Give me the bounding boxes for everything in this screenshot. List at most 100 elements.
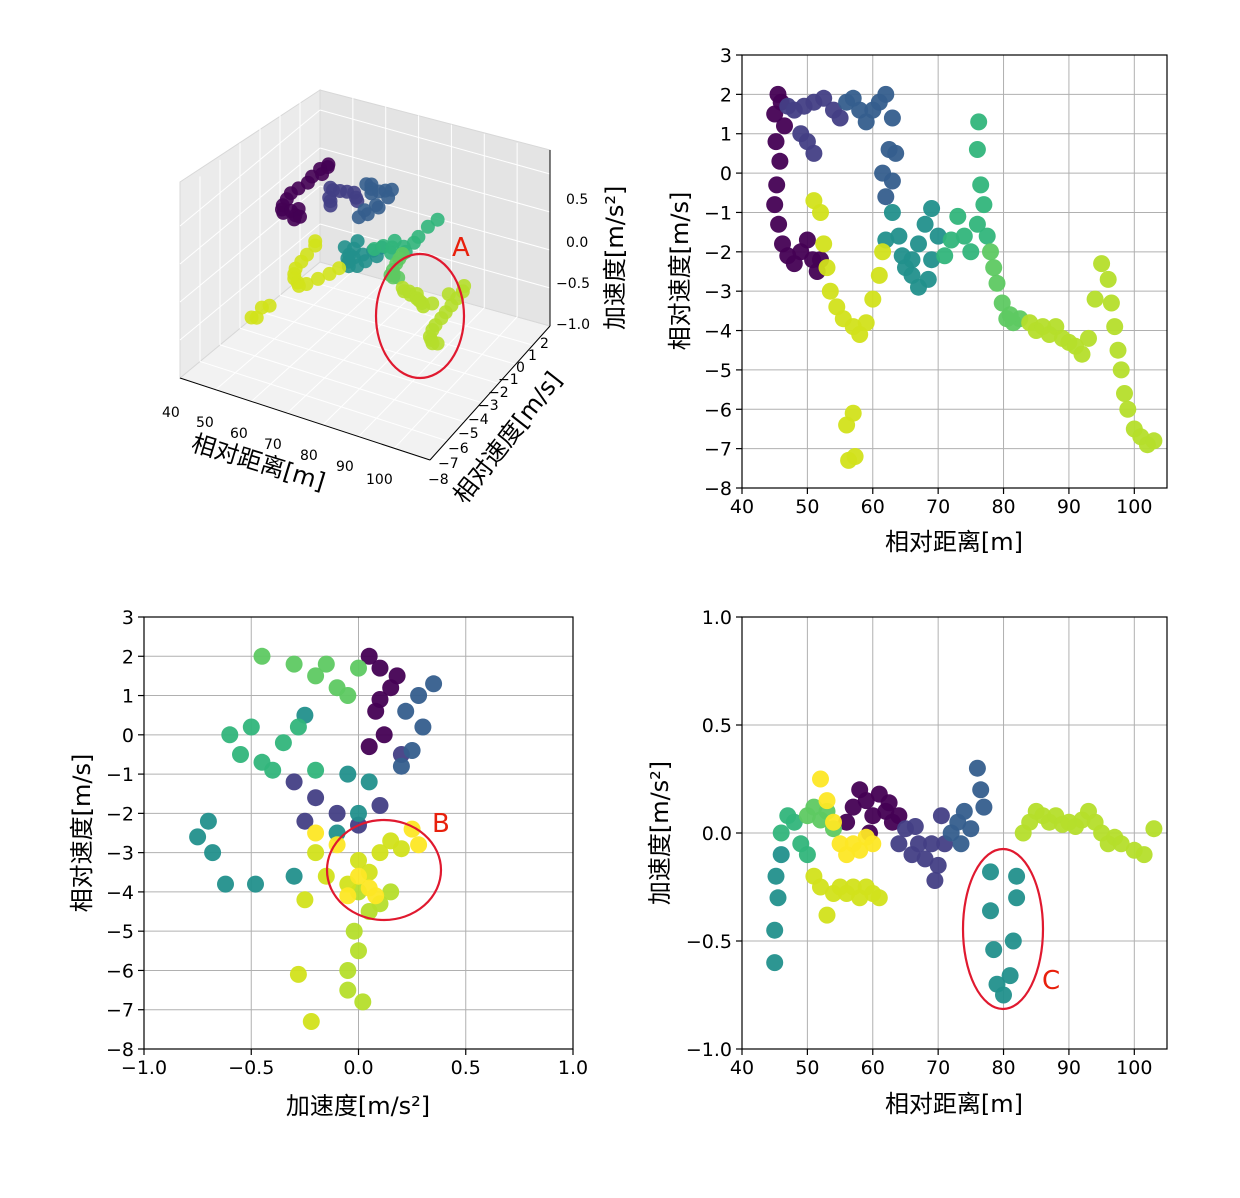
- annotation-c-ellipse: [961, 847, 1045, 1011]
- data-point: [883, 204, 901, 221]
- data-point: [916, 215, 934, 233]
- panel-3d-wall-grid-line: [179, 109, 321, 227]
- data-point: [880, 794, 898, 812]
- data-point: [371, 797, 389, 814]
- data-point: [285, 867, 303, 885]
- data-point: [968, 141, 986, 158]
- data-point: [296, 812, 314, 830]
- data-point: [903, 251, 921, 269]
- data-point: [766, 921, 784, 939]
- data-point: [929, 856, 947, 874]
- data-point: [968, 215, 986, 233]
- data-point: [249, 310, 264, 325]
- data-point: [360, 738, 378, 756]
- data-point: [199, 812, 217, 830]
- panel-3d-ytick-m7: −7: [438, 456, 459, 472]
- panel-3d-xtick-50: 50: [196, 415, 214, 431]
- p3-ytick-label: −6: [106, 960, 134, 982]
- panel-distance-accel-points: [766, 759, 1163, 1004]
- panel-accel-speed-xlabel: 加速度[m/s²]: [286, 1092, 430, 1120]
- data-point: [985, 941, 1003, 959]
- p3-ytick-label: −4: [106, 882, 134, 904]
- p2-xtick-label: 40: [730, 496, 754, 518]
- data-point: [923, 251, 941, 269]
- data-point: [970, 113, 988, 131]
- data-point: [972, 176, 990, 194]
- data-point: [838, 813, 856, 831]
- data-point: [982, 863, 999, 881]
- panel-distance-speed-xticks: 40 50 60 70 80 90 100: [730, 488, 1152, 518]
- p3-ytick-label: −5: [106, 921, 134, 943]
- p4-xtick-label: 90: [1057, 1057, 1081, 1079]
- data-point: [289, 965, 307, 983]
- panel-3d-wall-grid-line: [179, 223, 321, 341]
- data-point: [388, 667, 406, 685]
- p3-ytick-label: 0: [122, 725, 134, 747]
- data-point: [846, 448, 864, 465]
- panel-3d-ytick-m5: −5: [458, 426, 479, 442]
- annotation-b-label: B: [432, 809, 450, 839]
- data-point: [307, 667, 325, 685]
- data-point: [1004, 932, 1022, 950]
- data-point: [1112, 835, 1130, 853]
- data-point: [772, 846, 790, 864]
- p2-xtick-label: 80: [991, 496, 1015, 518]
- data-point: [926, 872, 944, 889]
- data-point: [1135, 846, 1153, 864]
- data-point: [328, 804, 346, 822]
- panel-3d-floor-grid-line: [199, 360, 448, 442]
- data-point: [339, 765, 357, 783]
- p2-ytick-label: −5: [704, 360, 732, 382]
- panel-accel-speed-ylabel: 相对速度[m/s]: [68, 754, 96, 913]
- data-point: [425, 675, 443, 693]
- data-point: [766, 105, 784, 123]
- data-point: [307, 824, 325, 842]
- data-point: [936, 247, 954, 265]
- data-point: [982, 902, 999, 920]
- panel-3d-xtick-labels: 40 50 60 70 80 90 100: [162, 405, 393, 488]
- data-point: [985, 259, 1003, 277]
- p3-ytick-label: 1: [122, 686, 134, 708]
- p4-xtick-label: 50: [795, 1057, 819, 1079]
- data-point: [929, 227, 947, 245]
- data-point: [285, 655, 303, 673]
- data-point: [371, 200, 386, 215]
- panel-3d-floor-grid-line: [286, 289, 419, 414]
- data-point: [955, 802, 973, 820]
- data-point: [864, 807, 882, 825]
- panel-3d-xtick-40: 40: [162, 405, 180, 421]
- p3-xtick-label: 1.0: [558, 1057, 588, 1079]
- annotation-a-label: A: [452, 233, 470, 263]
- panel-3d-ytick-m3: −3: [478, 398, 499, 414]
- p3-xtick-label: 0.5: [451, 1057, 481, 1079]
- p3-ytick-label: −1: [106, 764, 134, 786]
- data-point: [805, 144, 823, 162]
- p4-ytick-label: 0.0: [702, 823, 732, 845]
- data-point: [317, 655, 335, 673]
- data-point: [345, 922, 363, 940]
- data-point: [221, 726, 239, 744]
- data-point: [812, 204, 829, 221]
- data-point: [870, 889, 888, 907]
- p3-ytick-label: 3: [122, 607, 134, 629]
- p2-ytick-label: 3: [720, 45, 732, 67]
- data-point: [798, 231, 816, 249]
- data-point: [339, 887, 357, 905]
- data-point: [367, 887, 385, 905]
- data-point: [204, 844, 222, 862]
- panel-accel-speed: −1.0 −0.5 0.0 0.5 1.0 −8 −7 −6 −5 −4 −3 −2 −1 0 1 2 3 加…: [68, 607, 588, 1120]
- panel-3d-zlabel: 加速度[m/s²]: [601, 186, 629, 330]
- p2-ytick-label: 0: [720, 163, 732, 185]
- data-point: [870, 266, 888, 284]
- data-point: [776, 117, 793, 135]
- data-point: [1109, 341, 1127, 359]
- data-point: [968, 759, 986, 777]
- data-point: [1099, 270, 1117, 288]
- panel-3d-floor-grid-line: [259, 311, 499, 384]
- data-point: [420, 219, 435, 234]
- panel-3d-y-axis-line: [429, 325, 551, 461]
- panel-3d-ytick-m4: −4: [468, 412, 489, 428]
- p2-ytick-label: −7: [704, 439, 732, 461]
- data-point: [307, 789, 325, 807]
